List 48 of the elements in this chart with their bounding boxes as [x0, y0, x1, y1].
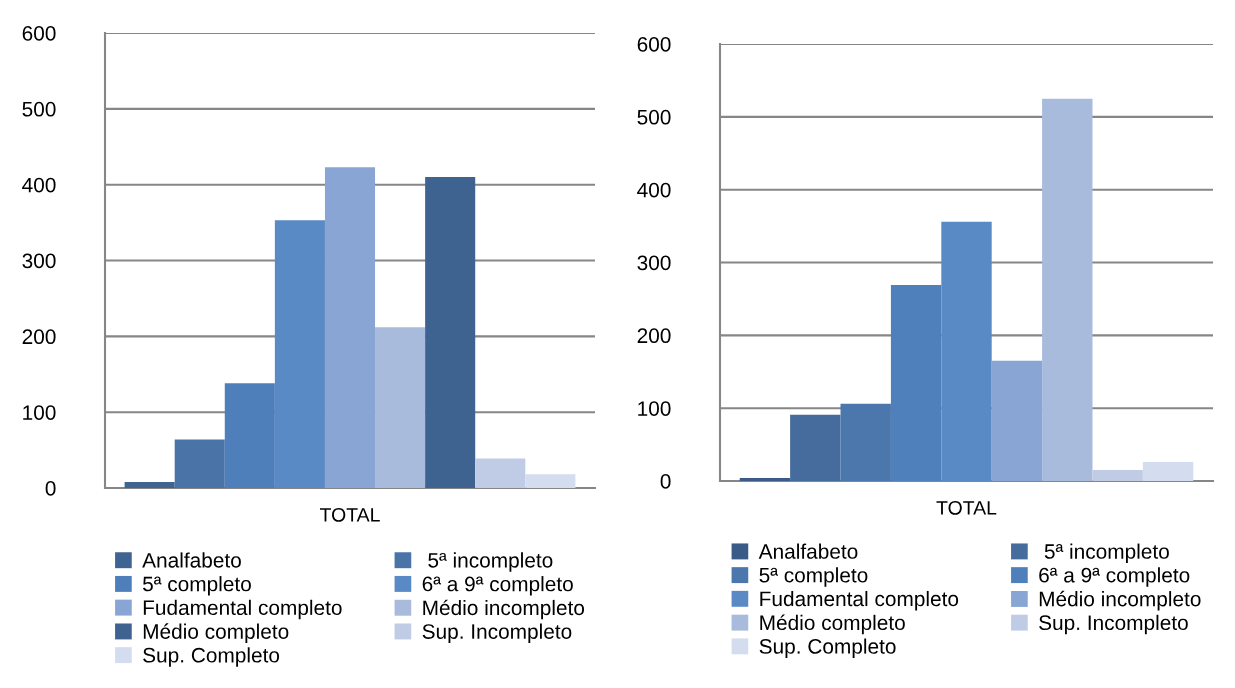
- legend-label: Sup. Completo: [143, 647, 280, 667]
- y-tick-label: 300: [22, 253, 56, 269]
- y-tick-label: 300: [637, 255, 671, 271]
- bar: [840, 403, 891, 481]
- legend-label: Fudamental completo: [143, 599, 342, 620]
- legend-label: 6ª a 9ª completo: [422, 576, 573, 596]
- bar: [124, 481, 175, 488]
- bar: [1092, 470, 1143, 481]
- legend-label: 5ª completo: [143, 576, 251, 596]
- y-tick-label: 100: [23, 405, 56, 420]
- y-tick-label: 100: [638, 401, 671, 416]
- legend-label: 5ª incompleto: [1044, 543, 1169, 563]
- y-tick-label: 600: [637, 37, 671, 52]
- legend-label: Sup. Incompleto: [422, 623, 572, 644]
- x-tick-label: TOTAL: [319, 507, 380, 522]
- legend-label: 5ª completo: [759, 567, 868, 587]
- bar: [174, 439, 225, 488]
- legend-label: Fudamental completo: [760, 590, 959, 611]
- y-tick-label: 400: [637, 182, 671, 198]
- y-tick-label: 500: [22, 101, 56, 117]
- y-tick-label: 400: [22, 177, 56, 193]
- legend-label: Analfabeto: [142, 552, 241, 568]
- y-tick-label: 600: [22, 26, 56, 41]
- y-tick-label: 200: [637, 328, 671, 344]
- bar: [324, 167, 376, 488]
- legend-label: Sup. Completo: [759, 638, 896, 658]
- legend-label: 5ª incompleto: [428, 552, 553, 572]
- x-tick-label: TOTAL: [936, 500, 997, 515]
- y-tick-label: 0: [660, 474, 671, 489]
- legend-label: Médio incompleto: [423, 599, 585, 620]
- bar: [1142, 462, 1194, 481]
- y-tick-label: 500: [637, 109, 671, 125]
- bar: [991, 360, 1043, 481]
- legend-label: Médio completo: [143, 623, 289, 644]
- bar: [739, 478, 791, 481]
- legend-label: Médio completo: [760, 614, 905, 635]
- bar: [525, 474, 576, 488]
- bar: [425, 177, 476, 488]
- y-tick-label: 0: [45, 481, 56, 496]
- bar: [790, 414, 841, 481]
- bar: [475, 458, 526, 488]
- legend-label: 6ª a 9ª completo: [1039, 567, 1190, 587]
- legend-label: Sup. Incompleto: [1039, 614, 1188, 635]
- legend-label: Analfabeto: [758, 543, 858, 559]
- bar: [1042, 98, 1093, 481]
- bar: [375, 327, 426, 488]
- y-tick-label: 200: [22, 329, 56, 345]
- legend-label: Médio incompleto: [1039, 590, 1201, 611]
